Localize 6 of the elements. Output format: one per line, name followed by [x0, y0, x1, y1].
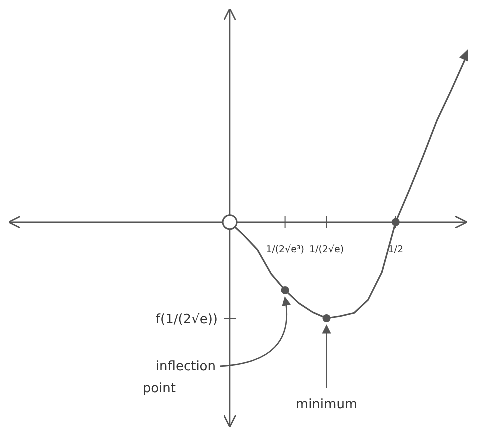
x-tick-label: 1/2: [388, 244, 404, 256]
x-tick-label: 1/(2√e³): [266, 244, 305, 256]
annotation: minimum: [296, 397, 358, 412]
annotation: inflection point: [142, 359, 216, 396]
x-tick-label: 1/(2√e): [309, 244, 344, 256]
text: f(1/(2√e)): [156, 312, 218, 328]
